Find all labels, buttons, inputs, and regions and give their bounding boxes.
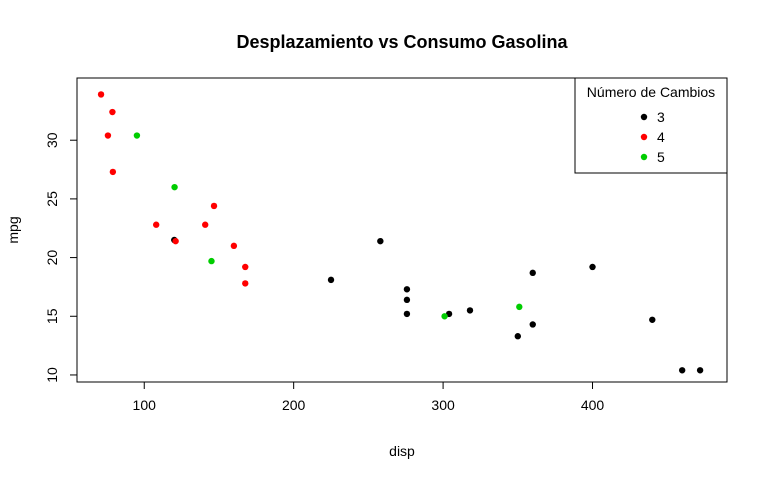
x-tick-label: 400 bbox=[581, 397, 605, 413]
data-point-gear-4 bbox=[109, 108, 116, 116]
data-point-gear-4 bbox=[202, 221, 209, 228]
data-point-gear-4 bbox=[242, 263, 249, 271]
data-point-gear-3 bbox=[403, 310, 411, 318]
legend: Número de Cambios 3 4 5 bbox=[574, 77, 728, 174]
y-tick-label: 30 bbox=[44, 132, 60, 148]
data-point-gear-3 bbox=[466, 307, 474, 314]
data-point-gear-4 bbox=[172, 237, 179, 245]
legend-box bbox=[574, 77, 728, 174]
y-axis: 10 15 20 25 30 bbox=[44, 132, 78, 383]
y-tick-label: 20 bbox=[44, 250, 60, 266]
y-axis-label: mpg bbox=[5, 216, 21, 243]
data-point-gear-4 bbox=[152, 221, 160, 228]
data-point-gear-3 bbox=[403, 296, 411, 304]
chart-title: Desplazamiento vs Consumo Gasolina bbox=[236, 32, 568, 52]
legend-marker-4 bbox=[640, 133, 648, 141]
data-point-gear-4 bbox=[230, 242, 238, 250]
x-tick-label: 100 bbox=[133, 397, 157, 413]
data-point-gear-3 bbox=[529, 321, 536, 328]
x-axis: 100 200 300 400 bbox=[133, 381, 605, 413]
data-point-gear-3 bbox=[529, 269, 536, 277]
data-point-gear-3 bbox=[696, 367, 704, 374]
data-point-gear-4 bbox=[104, 132, 112, 139]
data-point-gear-3 bbox=[589, 263, 596, 271]
data-point-gear-3 bbox=[377, 237, 384, 245]
legend-label-4: 4 bbox=[657, 129, 665, 145]
data-point-gear-5 bbox=[133, 132, 141, 139]
x-axis-label: disp bbox=[389, 443, 415, 459]
legend-marker-3 bbox=[640, 113, 648, 121]
data-point-gear-5 bbox=[516, 303, 523, 311]
data-point-gear-3 bbox=[327, 276, 335, 284]
data-point-gear-4 bbox=[109, 168, 117, 176]
data-point-gear-3 bbox=[678, 367, 686, 374]
data-point-gear-5 bbox=[441, 313, 448, 320]
data-point-gear-5 bbox=[171, 183, 178, 191]
data-point-gear-3 bbox=[403, 286, 411, 293]
data-point-gear-4 bbox=[97, 91, 105, 98]
legend-label-3: 3 bbox=[657, 109, 665, 125]
data-points bbox=[97, 91, 704, 374]
x-tick-label: 200 bbox=[282, 397, 306, 413]
legend-marker-5 bbox=[640, 153, 648, 161]
data-point-gear-4 bbox=[210, 202, 218, 210]
legend-title: Número de Cambios bbox=[587, 84, 715, 100]
data-point-gear-3 bbox=[514, 333, 522, 340]
y-tick-label: 10 bbox=[44, 367, 60, 383]
y-tick-label: 25 bbox=[44, 191, 60, 207]
y-tick-label: 15 bbox=[44, 308, 60, 324]
data-point-gear-5 bbox=[208, 257, 215, 265]
data-point-gear-3 bbox=[649, 316, 656, 323]
legend-label-5: 5 bbox=[657, 149, 665, 165]
x-tick-label: 300 bbox=[431, 397, 455, 413]
data-point-gear-4 bbox=[242, 280, 249, 287]
